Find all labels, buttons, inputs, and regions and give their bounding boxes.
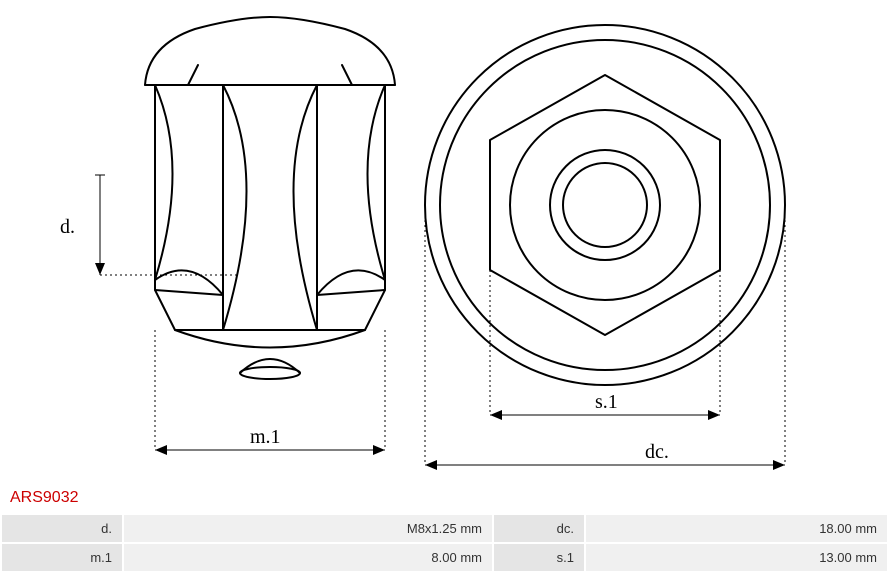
table-row: d. M8x1.25 mm dc. 18.00 mm <box>2 515 887 542</box>
dim-label-m1: m.1 <box>250 426 281 448</box>
spec-value: 8.00 mm <box>124 544 492 571</box>
dim-label-d: d. <box>60 216 75 238</box>
part-number: ARS9032 <box>0 485 889 513</box>
spec-label: dc. <box>494 515 584 542</box>
dim-label-dc: dc. <box>645 441 669 463</box>
top-view: s.1 dc. <box>395 5 865 485</box>
spec-value: M8x1.25 mm <box>124 515 492 542</box>
spec-label: d. <box>2 515 122 542</box>
dim-label-s1: s.1 <box>595 391 618 413</box>
spec-value: 13.00 mm <box>586 544 887 571</box>
spec-label: m.1 <box>2 544 122 571</box>
spec-value: 18.00 mm <box>586 515 887 542</box>
spec-label: s.1 <box>494 544 584 571</box>
table-row: m.1 8.00 mm s.1 13.00 mm <box>2 544 887 571</box>
diagram-area: d. m.1 s.1 dc. <box>0 0 889 485</box>
side-view: d. m.1 <box>40 5 420 475</box>
spec-table: d. M8x1.25 mm dc. 18.00 mm m.1 8.00 mm s… <box>0 513 889 573</box>
